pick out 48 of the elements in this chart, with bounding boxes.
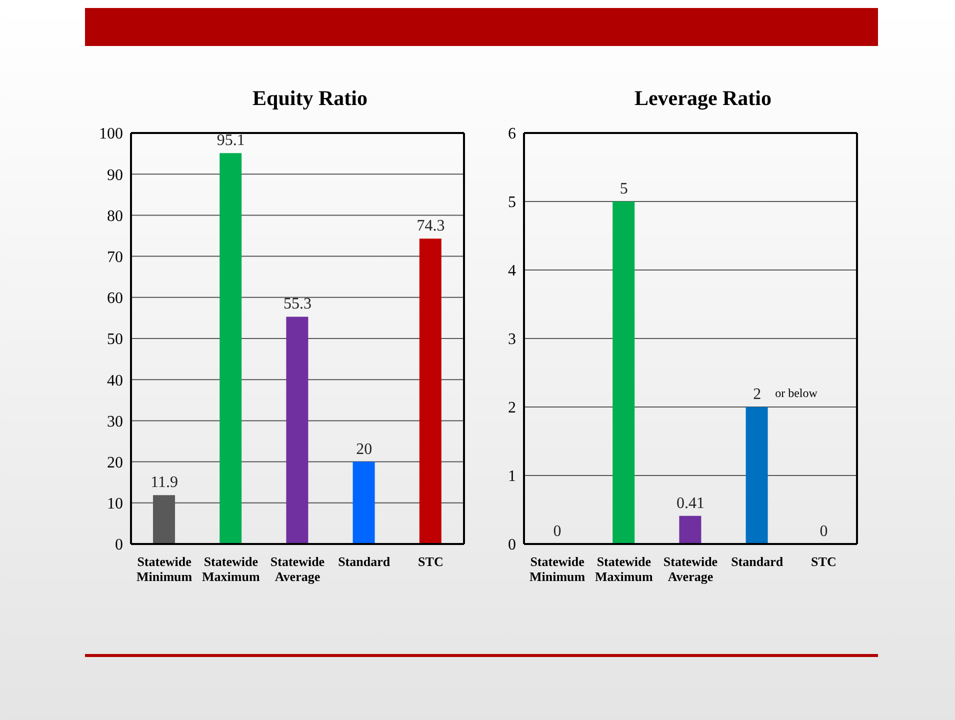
x-tick-label: Statewide Maximum — [202, 554, 260, 584]
x-tick-label: Standard — [731, 554, 784, 569]
bar — [679, 516, 702, 544]
bar — [286, 316, 308, 544]
y-tick-label: 0 — [115, 536, 123, 554]
y-tick-label: 0 — [508, 536, 516, 554]
data-label: 74.3 — [416, 218, 445, 235]
data-label: 95.1 — [216, 132, 245, 150]
y-tick-label: 6 — [508, 126, 516, 143]
data-label: 55.3 — [284, 296, 312, 313]
x-tick-label: Standard — [338, 554, 391, 569]
y-tick-label: 2 — [508, 400, 516, 417]
annotation: or below — [775, 386, 818, 400]
data-label: 0.41 — [676, 494, 704, 512]
y-tick-label: 50 — [107, 331, 123, 348]
y-tick-label: 1 — [508, 468, 516, 486]
bar — [612, 202, 635, 544]
data-label: 0 — [820, 523, 828, 540]
y-tick-label: 30 — [107, 413, 123, 430]
y-tick-label: 5 — [508, 194, 516, 212]
y-tick-label: 3 — [508, 331, 516, 348]
y-tick-label: 60 — [107, 290, 123, 308]
y-tick-label: 70 — [107, 248, 123, 266]
y-tick-label: 40 — [107, 372, 123, 390]
y-tick-label: 90 — [107, 166, 123, 184]
data-label: 11.9 — [150, 474, 178, 492]
y-tick-label: 10 — [107, 496, 123, 513]
chart-title: Leverage Ratio — [633, 86, 773, 112]
x-tick-label: Statewide Minimum — [529, 554, 586, 584]
x-tick-label: Statewide Minimum — [136, 554, 192, 584]
x-tick-label: STC — [811, 554, 836, 569]
data-label: 5 — [620, 180, 628, 198]
chart-title: Equity Ratio — [252, 86, 368, 112]
data-label: 20 — [356, 440, 372, 458]
x-tick-label: Statewide Maximum — [595, 554, 653, 584]
bar — [220, 153, 242, 544]
x-tick-label: Statewide Average — [270, 554, 325, 584]
y-tick-label: 100 — [99, 126, 123, 143]
x-tick-label: STC — [418, 554, 444, 569]
data-label: 2 — [753, 386, 762, 403]
y-tick-label: 4 — [508, 262, 516, 280]
data-label: 0 — [553, 523, 562, 540]
bar — [746, 407, 768, 544]
bar — [352, 462, 375, 544]
y-tick-label: 20 — [107, 454, 123, 472]
y-tick-label: 80 — [107, 208, 123, 225]
bar — [419, 238, 442, 544]
x-tick-label: Statewide Average — [663, 554, 718, 584]
